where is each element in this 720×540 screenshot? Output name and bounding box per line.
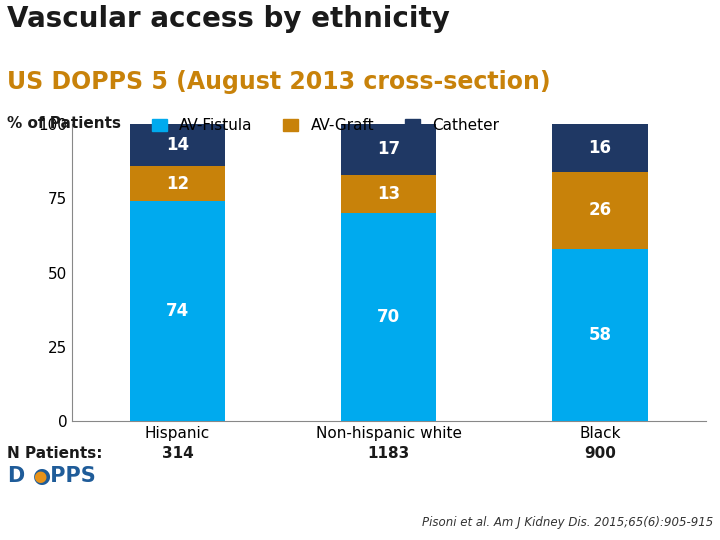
Bar: [552, 249, 647, 421]
Text: 900: 900: [584, 446, 616, 461]
Legend: AV-Fistula, AV-Graft, Catheter: AV-Fistula, AV-Graft, Catheter: [152, 118, 500, 133]
Bar: [341, 124, 436, 175]
Text: 70: 70: [377, 308, 400, 326]
Bar: [341, 175, 436, 213]
Text: ●PPS: ●PPS: [33, 466, 97, 486]
Text: Vascular access by ethnicity: Vascular access by ethnicity: [7, 5, 450, 33]
Text: 14: 14: [166, 136, 189, 154]
Text: 26: 26: [588, 201, 611, 219]
Text: ●: ●: [33, 469, 46, 484]
Bar: [130, 166, 225, 201]
Text: 12: 12: [166, 174, 189, 193]
Text: 74: 74: [166, 302, 189, 320]
Bar: [552, 124, 647, 172]
Text: 16: 16: [588, 139, 611, 157]
Text: Pisoni et al. Am J Kidney Dis. 2015;65(6):905-915: Pisoni et al. Am J Kidney Dis. 2015;65(6…: [421, 516, 713, 529]
Text: 1183: 1183: [368, 446, 410, 461]
Text: 13: 13: [377, 185, 400, 203]
Text: US DOPPS 5 (August 2013 cross-section): US DOPPS 5 (August 2013 cross-section): [7, 70, 551, 94]
Bar: [552, 172, 647, 249]
Bar: [130, 124, 225, 166]
Text: % of Patients: % of Patients: [7, 116, 121, 131]
Text: 17: 17: [377, 140, 400, 158]
Text: 314: 314: [162, 446, 194, 461]
Text: 58: 58: [588, 326, 611, 344]
Text: D: D: [7, 466, 24, 486]
Text: N Patients:: N Patients:: [7, 446, 103, 461]
Bar: [341, 213, 436, 421]
Bar: [130, 201, 225, 421]
